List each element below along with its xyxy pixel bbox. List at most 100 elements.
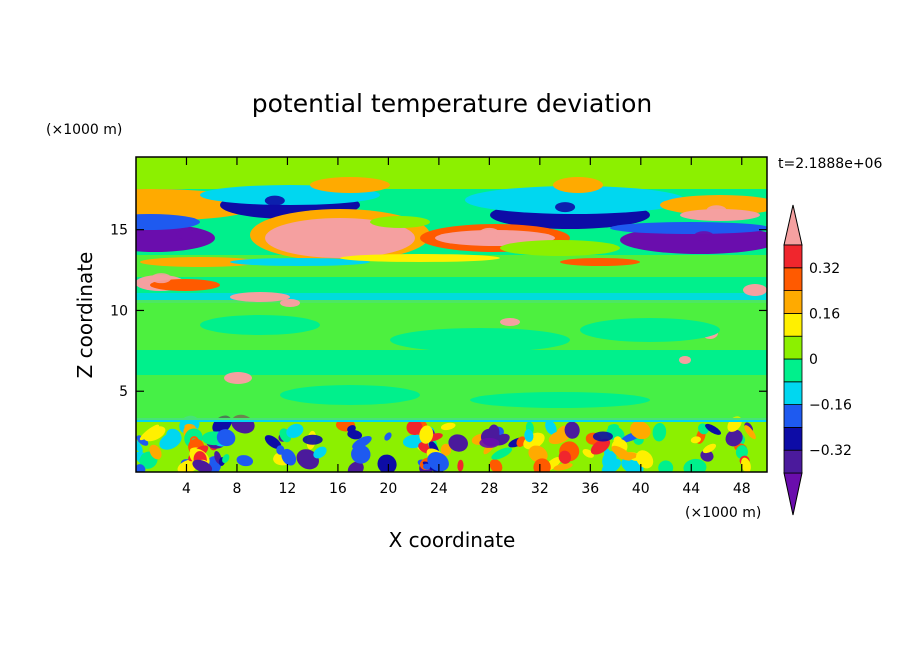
contour-region bbox=[140, 257, 260, 267]
feature-mark bbox=[555, 202, 576, 213]
x-tick-label: 12 bbox=[279, 481, 297, 497]
turbulence-cell bbox=[149, 444, 162, 460]
lower-layer bbox=[136, 414, 767, 472]
contour-region bbox=[580, 318, 720, 342]
turbulence-cell bbox=[489, 459, 503, 472]
y-tick-label: 5 bbox=[119, 384, 128, 400]
contour-region bbox=[224, 372, 252, 384]
x-axis: 4 8 12 16 20 24 28 32 36 40 44 48 bbox=[182, 157, 751, 497]
turbulence-cell bbox=[457, 459, 464, 472]
x-tick-label: 8 bbox=[232, 481, 241, 497]
feature-mark bbox=[693, 231, 714, 242]
colorbar-bin bbox=[783, 267, 803, 291]
turbulence-cell bbox=[427, 452, 449, 472]
y-tick-label: 15 bbox=[110, 223, 128, 239]
turbulence-cell bbox=[488, 424, 500, 441]
feature-mark bbox=[479, 227, 500, 238]
x-tick-label: 20 bbox=[379, 481, 397, 497]
colorbar-bin bbox=[783, 358, 803, 383]
turbulence-cell bbox=[741, 457, 751, 472]
upper-layer bbox=[136, 157, 767, 448]
turbulence-cell bbox=[419, 425, 434, 444]
feature-mark bbox=[302, 434, 323, 445]
feature-mark bbox=[592, 431, 613, 442]
turbulence-cell bbox=[384, 432, 392, 441]
feature-mark bbox=[264, 195, 285, 206]
x-tick-label: 24 bbox=[430, 481, 448, 497]
feature-mark bbox=[151, 273, 172, 284]
turbulence-cell bbox=[744, 425, 756, 440]
turbulence-cell bbox=[491, 447, 513, 460]
contour-region bbox=[230, 258, 370, 266]
x-tick-label: 4 bbox=[182, 481, 191, 497]
contour-region bbox=[265, 218, 415, 258]
contour-field bbox=[136, 157, 767, 472]
contour-region bbox=[340, 254, 500, 262]
contour-region bbox=[136, 214, 200, 230]
turbulence-cell bbox=[440, 443, 452, 456]
x-tick-label: 48 bbox=[733, 481, 751, 497]
contour-region bbox=[136, 224, 215, 252]
colorbar-extend-min bbox=[783, 472, 803, 516]
contour-region bbox=[679, 356, 691, 364]
x-tick-label: 36 bbox=[581, 481, 599, 497]
y-tick-label: 10 bbox=[110, 303, 128, 319]
y-axis: 5 10 15 bbox=[110, 223, 767, 400]
colorbar-tick-label: −0.32 bbox=[809, 443, 852, 459]
turbulence-cell bbox=[143, 426, 166, 442]
turbulence-cell bbox=[524, 429, 534, 443]
feature-mark bbox=[176, 229, 197, 240]
turbulence-cell bbox=[590, 438, 611, 455]
colorbar-bin bbox=[783, 312, 803, 337]
y-axis-unit: (×1000 m) bbox=[46, 122, 122, 138]
turbulence-cell bbox=[281, 448, 297, 466]
turbulence-cell bbox=[136, 439, 143, 453]
contour-region bbox=[553, 177, 603, 193]
colorbar-bin bbox=[783, 335, 803, 360]
colorbar-bin bbox=[783, 426, 803, 451]
colorbar-tick-label: 0 bbox=[809, 352, 818, 368]
x-axis-unit: (×1000 m) bbox=[685, 505, 761, 521]
x-tick-label: 40 bbox=[632, 481, 650, 497]
turbulence-cell bbox=[528, 445, 548, 463]
contour-region bbox=[500, 318, 520, 326]
turbulence-cell bbox=[264, 435, 282, 450]
turbulence-cell bbox=[286, 423, 304, 438]
y-axis-title: Z coordinate bbox=[73, 252, 97, 379]
contour-region bbox=[500, 240, 620, 256]
turbulence-cell bbox=[636, 450, 654, 469]
chart-title: potential temperature deviation bbox=[252, 89, 652, 118]
turbulence-cell bbox=[166, 428, 182, 443]
x-tick-label: 28 bbox=[480, 481, 498, 497]
colorbar-tick-label: 0.16 bbox=[809, 306, 840, 322]
contour-region bbox=[370, 216, 430, 228]
turbulence-cell bbox=[423, 463, 431, 470]
colorbar: 0.32 0.16 0 −0.16 −0.32 bbox=[783, 204, 852, 516]
colorbar-tick-label: 0.32 bbox=[809, 261, 840, 277]
colorbar-bin bbox=[783, 290, 803, 314]
contour-region bbox=[610, 222, 767, 234]
turbulence-cell bbox=[351, 444, 371, 464]
colorbar-bin bbox=[783, 244, 803, 269]
colorbar-extend-max bbox=[783, 204, 803, 246]
turbulence-cell bbox=[448, 434, 468, 452]
turbulence-cell bbox=[630, 421, 651, 440]
feature-mark bbox=[353, 221, 374, 232]
colorbar-bin bbox=[783, 404, 803, 428]
turbulence-cell bbox=[700, 449, 714, 462]
turbulence-cell bbox=[705, 423, 722, 435]
contour-region bbox=[743, 284, 767, 296]
turbulence-cell bbox=[690, 436, 701, 444]
turbulence-cell bbox=[564, 421, 580, 439]
turbulence-cell bbox=[545, 420, 557, 435]
turbulence-cell bbox=[377, 454, 397, 472]
x-tick-label: 16 bbox=[329, 481, 347, 497]
turbulence-cell bbox=[558, 450, 572, 464]
feature-mark bbox=[706, 205, 727, 216]
contour-region bbox=[280, 385, 420, 405]
colorbar-tick-label: −0.16 bbox=[809, 398, 852, 414]
turbulence-cell bbox=[611, 445, 632, 461]
turbulence-cell bbox=[216, 429, 236, 447]
x-tick-label: 32 bbox=[531, 481, 549, 497]
contour-region bbox=[680, 209, 760, 221]
